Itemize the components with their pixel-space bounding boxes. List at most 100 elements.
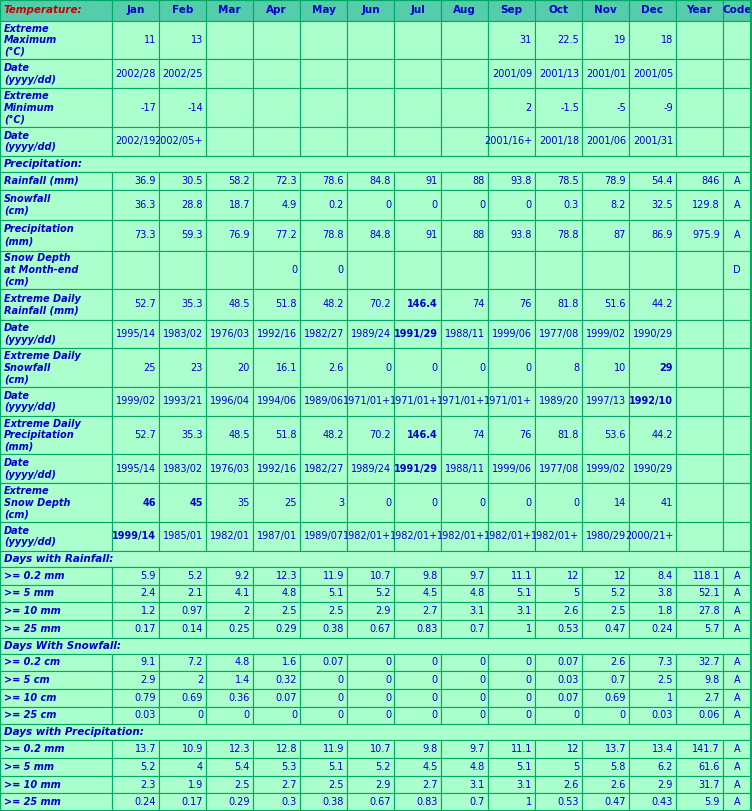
Bar <box>629 251 676 289</box>
Text: 2.5: 2.5 <box>281 606 297 616</box>
Bar <box>206 172 253 190</box>
Text: 88: 88 <box>473 176 485 186</box>
Bar <box>723 585 751 603</box>
Bar <box>347 483 394 522</box>
Bar <box>394 775 441 793</box>
Text: 1983/02: 1983/02 <box>163 329 203 339</box>
Text: >= 25 cm: >= 25 cm <box>4 710 56 720</box>
Bar <box>394 758 441 775</box>
Bar <box>347 88 394 127</box>
Text: 1.8: 1.8 <box>658 606 673 616</box>
Text: 3.1: 3.1 <box>470 779 485 789</box>
Text: 7.2: 7.2 <box>187 658 203 667</box>
Bar <box>112 706 159 724</box>
Bar <box>723 220 751 251</box>
Bar <box>300 793 347 811</box>
Bar <box>253 127 300 156</box>
Text: 36.9: 36.9 <box>135 176 156 186</box>
Text: 0: 0 <box>479 363 485 373</box>
Text: 0: 0 <box>291 265 297 275</box>
Bar <box>488 127 535 156</box>
Text: 2.5: 2.5 <box>611 606 626 616</box>
Text: >= 5 mm: >= 5 mm <box>4 762 54 772</box>
Text: A: A <box>734 693 740 703</box>
Text: 0.53: 0.53 <box>557 797 579 807</box>
Bar <box>394 740 441 758</box>
Bar <box>112 59 159 88</box>
Text: 0: 0 <box>385 710 391 720</box>
Text: 1971/01+: 1971/01+ <box>343 397 391 406</box>
Bar <box>488 416 535 454</box>
Bar <box>582 289 629 320</box>
Bar <box>629 793 676 811</box>
Bar <box>0 454 112 483</box>
Bar <box>206 522 253 551</box>
Bar <box>441 416 488 454</box>
Bar <box>0 793 112 811</box>
Bar <box>488 320 535 349</box>
Text: 1: 1 <box>526 624 532 633</box>
Text: 9.8: 9.8 <box>423 744 438 754</box>
Text: >= 25 mm: >= 25 mm <box>4 797 61 807</box>
Bar <box>723 603 751 620</box>
Bar <box>629 88 676 127</box>
Bar <box>488 387 535 416</box>
Bar <box>676 775 723 793</box>
Text: 2001/18: 2001/18 <box>539 136 579 146</box>
Text: -17: -17 <box>140 103 156 113</box>
Text: 5.8: 5.8 <box>611 762 626 772</box>
Bar <box>206 0 253 21</box>
Bar <box>159 320 206 349</box>
Bar <box>488 689 535 706</box>
Bar <box>629 220 676 251</box>
Text: 2002/25: 2002/25 <box>162 69 203 79</box>
Bar <box>112 172 159 190</box>
Text: 4.8: 4.8 <box>470 589 485 599</box>
Text: 10.7: 10.7 <box>369 744 391 754</box>
Text: 9.2: 9.2 <box>235 571 250 581</box>
Bar <box>300 59 347 88</box>
Bar <box>253 654 300 672</box>
Bar <box>0 551 751 567</box>
Bar <box>676 88 723 127</box>
Bar <box>629 416 676 454</box>
Text: 0: 0 <box>573 710 579 720</box>
Bar <box>347 251 394 289</box>
Text: 5.4: 5.4 <box>235 762 250 772</box>
Bar <box>0 190 112 220</box>
Text: 1980/29: 1980/29 <box>586 531 626 542</box>
Bar <box>441 603 488 620</box>
Text: 0: 0 <box>479 200 485 210</box>
Bar <box>394 349 441 387</box>
Bar <box>300 603 347 620</box>
Bar <box>582 483 629 522</box>
Text: 44.2: 44.2 <box>651 430 673 440</box>
Text: 4.1: 4.1 <box>235 589 250 599</box>
Text: 2.9: 2.9 <box>141 675 156 685</box>
Bar <box>300 416 347 454</box>
Bar <box>206 387 253 416</box>
Text: Year: Year <box>687 6 712 15</box>
Text: 0: 0 <box>526 200 532 210</box>
Bar <box>394 620 441 637</box>
Bar <box>488 251 535 289</box>
Text: 11.1: 11.1 <box>511 744 532 754</box>
Text: 1971/01+: 1971/01+ <box>484 397 532 406</box>
Text: 0.07: 0.07 <box>323 658 344 667</box>
Text: 2.9: 2.9 <box>376 779 391 789</box>
Text: -9: -9 <box>663 103 673 113</box>
Bar <box>488 349 535 387</box>
Bar <box>300 190 347 220</box>
Text: 2001/31: 2001/31 <box>633 136 673 146</box>
Bar <box>723 483 751 522</box>
Bar <box>723 320 751 349</box>
Text: 2.6: 2.6 <box>564 779 579 789</box>
Bar <box>394 0 441 21</box>
Text: 2.7: 2.7 <box>423 606 438 616</box>
Text: Date
(yyyy/dd): Date (yyyy/dd) <box>4 324 56 345</box>
Text: 51.8: 51.8 <box>275 430 297 440</box>
Bar <box>0 585 112 603</box>
Text: 0.83: 0.83 <box>417 624 438 633</box>
Bar <box>112 654 159 672</box>
Text: 5.9: 5.9 <box>141 571 156 581</box>
